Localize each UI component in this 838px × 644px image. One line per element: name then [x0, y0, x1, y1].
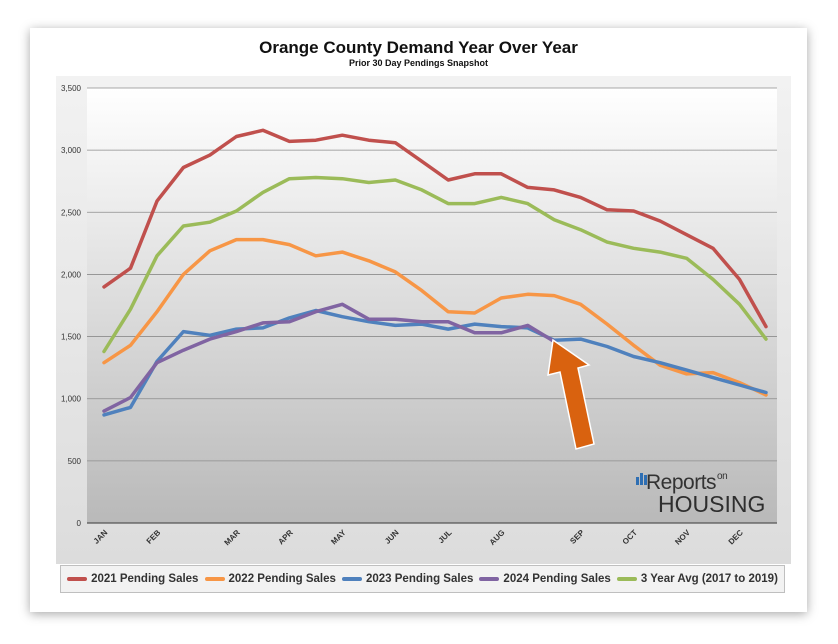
legend-label: 2024 Pending Sales — [503, 573, 611, 585]
legend-item-5: 3 Year Avg (2017 to 2019) — [616, 573, 778, 585]
series-line-1 — [102, 128, 768, 329]
series-line-3 — [102, 308, 768, 417]
logo-line1: Reportson — [646, 471, 728, 494]
legend-label: 2021 Pending Sales — [91, 573, 199, 585]
logo-mark-icon — [636, 473, 647, 485]
series-line-5 — [102, 175, 768, 354]
y-tick-label: 1,000 — [61, 395, 82, 404]
logo-line2: HOUSING — [658, 491, 766, 517]
reports-on-housing-logo: Reportson HOUSING — [636, 471, 776, 521]
y-tick-label: 2,000 — [61, 270, 82, 279]
legend-swatch — [616, 577, 637, 581]
legend-label: 2022 Pending Sales — [228, 573, 336, 585]
y-tick-label: 2,500 — [61, 208, 82, 217]
chart-card: Orange County Demand Year Over Year Prio… — [30, 28, 807, 612]
y-tick-label: 3,500 — [61, 84, 82, 93]
chart-legend: 2021 Pending Sales 2022 Pending Sales 2023… — [60, 565, 785, 593]
legend-item-2: 2022 Pending Sales — [204, 573, 336, 585]
legend-item-4: 2024 Pending Sales — [479, 573, 611, 585]
y-axis: 0 500 1,000 1,500 2,000 2,500 3,000 3,500 — [61, 84, 82, 528]
arrow-icon — [547, 338, 595, 450]
gridlines — [87, 87, 777, 524]
y-tick-label: 3,000 — [61, 146, 82, 155]
y-tick-label: 1,500 — [61, 333, 82, 342]
legend-label: 2023 Pending Sales — [365, 573, 474, 585]
y-tick-label: 0 — [77, 519, 82, 528]
legend-item-1: 2021 Pending Sales — [67, 573, 198, 585]
legend-swatch — [204, 577, 225, 581]
legend-item-3: 2023 Pending Sales — [341, 573, 474, 585]
series-line-4 — [102, 302, 556, 413]
legend-label: 3 Year Avg (2017 to 2019) — [640, 573, 778, 585]
chart-subtitle: Prior 30 Day Pendings Snapshot — [348, 58, 489, 68]
y-tick-label: 500 — [68, 457, 82, 466]
chart-title: Orange County Demand Year Over Year — [259, 38, 578, 57]
series-lines — [102, 128, 768, 417]
legend-swatch — [479, 577, 500, 581]
arrow-annotation — [547, 338, 595, 450]
plot-area — [87, 88, 777, 523]
legend-swatch — [341, 577, 362, 581]
legend-swatch — [67, 577, 88, 581]
